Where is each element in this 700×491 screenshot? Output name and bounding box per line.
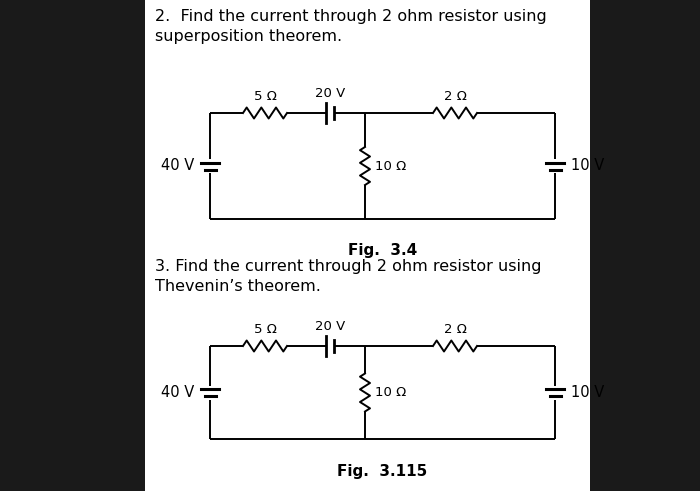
Text: 3. Find the current through 2 ohm resistor using
Thevenin’s theorem.: 3. Find the current through 2 ohm resist… bbox=[155, 259, 542, 294]
Text: 10 Ω: 10 Ω bbox=[375, 386, 406, 399]
Text: Fig.  3.4: Fig. 3.4 bbox=[348, 243, 417, 258]
Text: 2.  Find the current through 2 ohm resistor using
superposition theorem.: 2. Find the current through 2 ohm resist… bbox=[155, 9, 547, 44]
Text: 2 Ω: 2 Ω bbox=[444, 323, 466, 336]
Text: 10 Ω: 10 Ω bbox=[375, 160, 406, 172]
Text: 20 V: 20 V bbox=[315, 87, 345, 100]
Bar bbox=[145, 0, 590, 491]
Text: 40 V: 40 V bbox=[161, 385, 194, 400]
Text: 2 Ω: 2 Ω bbox=[444, 90, 466, 103]
Text: 10 V: 10 V bbox=[571, 385, 604, 400]
Text: 10 V: 10 V bbox=[571, 159, 604, 173]
Text: 5 Ω: 5 Ω bbox=[253, 90, 276, 103]
Text: Fig.  3.115: Fig. 3.115 bbox=[337, 464, 428, 479]
Text: 5 Ω: 5 Ω bbox=[253, 323, 276, 336]
Bar bbox=[145, 5, 580, 486]
Text: 40 V: 40 V bbox=[161, 159, 194, 173]
Text: 20 V: 20 V bbox=[315, 320, 345, 333]
